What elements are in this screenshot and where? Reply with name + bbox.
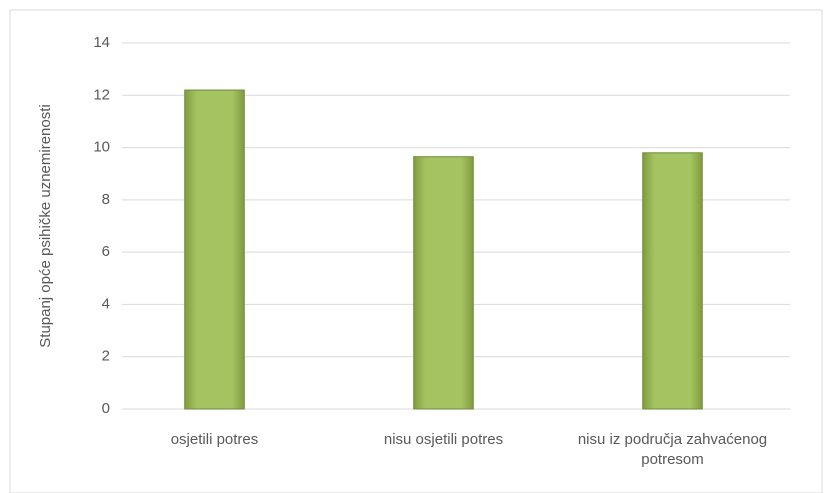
bar: [184, 89, 245, 410]
x-tick-label: osjetili potres: [170, 431, 259, 448]
y-axis-title: Stupanj opće psihičke uznemirenosti: [37, 104, 54, 347]
y-tick-label: 14: [93, 34, 110, 51]
bar: [642, 152, 703, 410]
bar: [413, 156, 474, 410]
x-tick-label: nisu iz područja zahvaćenog potresom: [577, 431, 768, 468]
y-tick-label: 6: [102, 243, 110, 260]
y-tick-label: 12: [93, 86, 110, 103]
y-tick-label: 4: [102, 295, 110, 312]
y-tick-label: 0: [102, 400, 110, 417]
y-tick-label: 2: [102, 348, 110, 365]
y-tick-label: 10: [93, 139, 110, 156]
x-tick-label: nisu osjetili potres: [383, 431, 504, 448]
y-tick-label: 8: [102, 191, 110, 208]
